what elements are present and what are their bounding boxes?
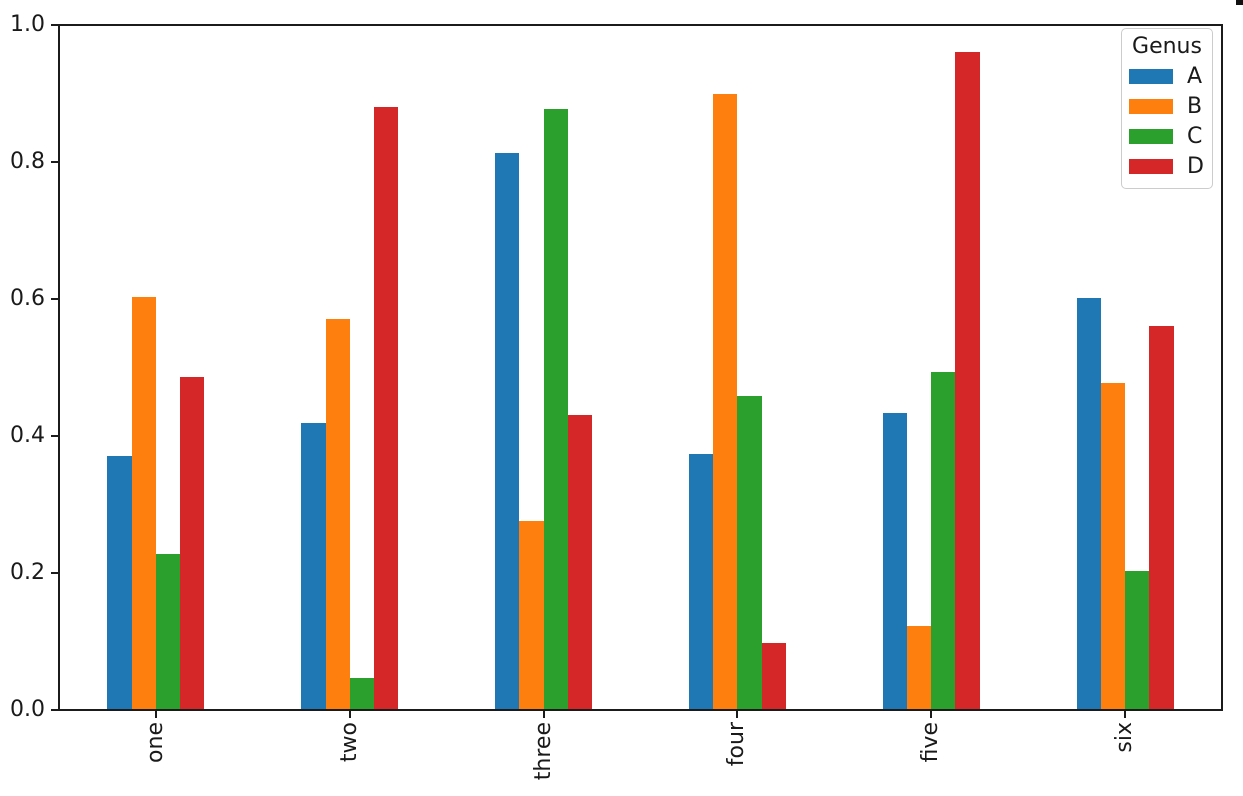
plot-spine-bottom [58,709,1223,711]
bar-B-one [131,297,156,710]
bar-A-two [301,423,326,710]
bar-B-five [907,626,932,710]
legend-label: B [1187,93,1203,119]
x-tick-label-three: three [531,722,556,781]
bar-A-one [107,456,132,710]
bar-C-two [349,678,374,710]
legend-label: C [1187,123,1203,149]
y-tick-label: 0.6 [10,286,45,311]
legend-entry-A: A [1122,61,1212,91]
bar-A-five [882,413,907,710]
x-tick-label-two: two [337,722,362,763]
legend-entry-B: B [1122,91,1212,121]
y-tick-mark [51,161,58,163]
legend-title: Genus [1132,34,1202,59]
bar-D-four [761,643,786,710]
legend-swatch-C [1129,128,1173,144]
x-tick-mark [155,711,157,718]
x-tick-label-one: one [143,722,168,763]
y-tick-mark [51,572,58,574]
bar-C-one [155,554,181,710]
legend-label: A [1187,63,1203,89]
plot-spine-top [58,24,1223,26]
y-tick-mark [51,709,58,711]
y-tick-label: 0.2 [10,560,45,585]
y-tick-mark [51,435,58,437]
bar-C-four [737,396,762,710]
bar-B-four [713,94,738,710]
plot-spine-left [58,24,60,711]
y-tick-mark [51,24,58,26]
bar-D-five [955,52,980,710]
x-tick-label-four: four [724,722,749,767]
bar-D-two [373,107,399,710]
x-tick-mark [349,711,351,718]
bar-A-three [495,153,520,710]
x-tick-mark [543,711,545,718]
bar-D-three [567,415,593,710]
legend-entry-D: D [1122,151,1212,181]
window-edge-artifact [1236,0,1243,5]
legend-swatch-B [1129,98,1173,114]
bar-C-five [931,372,956,710]
x-tick-mark [736,711,738,718]
plot-spine-right [1221,24,1223,711]
bar-B-six [1100,383,1126,710]
bar-A-six [1076,298,1101,710]
legend-label: D [1187,153,1204,179]
y-tick-mark [51,298,58,300]
bar-D-one [180,377,205,710]
bar-B-two [325,319,350,710]
bar-A-four [688,454,714,710]
y-tick-label: 0.4 [10,423,45,448]
legend-swatch-D [1129,158,1173,174]
y-tick-label: 0.8 [10,149,45,174]
x-tick-mark [930,711,932,718]
bar-C-six [1125,571,1150,710]
x-tick-label-six: six [1112,722,1137,753]
bar-B-three [519,521,544,710]
x-tick-mark [1124,711,1126,718]
x-tick-label-five: five [918,722,943,763]
bar-C-three [543,109,568,710]
y-tick-label: 1.0 [10,12,45,37]
legend-swatch-A [1129,68,1173,84]
legend-entry-C: C [1122,121,1212,151]
bar-D-six [1149,326,1174,710]
y-tick-label: 0.0 [10,697,45,722]
